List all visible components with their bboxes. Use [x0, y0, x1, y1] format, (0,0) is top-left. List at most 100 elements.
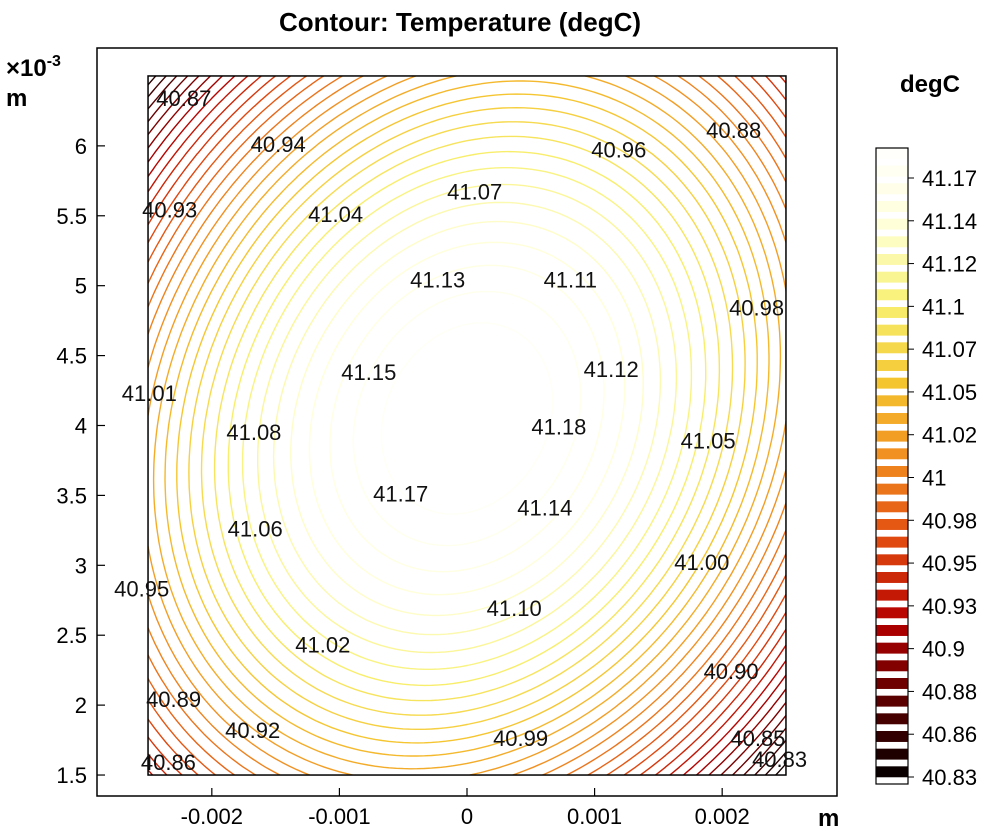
x-axis: -0.002 -0.001 0 0.001 0.002	[181, 788, 750, 829]
colorbar-tick-label: 40.98	[922, 508, 977, 533]
y-exponent-power: -3	[47, 53, 61, 70]
contour-line	[213, 135, 721, 702]
contour-line	[272, 201, 662, 636]
y-tick-label: 4	[75, 413, 87, 438]
colorbar-band	[876, 607, 908, 619]
colorbar-band	[876, 289, 908, 301]
contour-label: 41.14	[517, 496, 572, 521]
colorbar-band	[876, 731, 908, 742]
contour-label: 41.08	[226, 420, 281, 445]
colorbar-tick-label: 41.02	[922, 423, 977, 448]
domain-background	[148, 75, 786, 776]
colorbar-band	[876, 324, 908, 336]
contour-label: 40.85	[730, 726, 785, 751]
contour-label: 40.94	[251, 132, 306, 157]
contour-label: 40.87	[156, 86, 211, 111]
contour-label: 40.92	[225, 718, 280, 743]
contour-line	[164, 80, 770, 757]
contour-label: 41.01	[122, 381, 177, 406]
colorbar-band	[876, 448, 908, 460]
contour-label: 41.06	[228, 517, 283, 542]
contour-line	[200, 121, 734, 716]
colorbar-frame	[875, 147, 909, 785]
contour-label: 40.98	[729, 296, 784, 321]
colorbar-band	[876, 307, 908, 318]
contour-label: 41.15	[341, 360, 396, 385]
contour-line	[148, 75, 786, 776]
colorbar-band	[876, 660, 908, 672]
y-tick-label: 6	[75, 134, 87, 159]
y-tick-label: 2.5	[56, 623, 87, 648]
contour-label: 40.83	[752, 747, 807, 772]
colorbar-band	[876, 430, 908, 442]
x-tick-label: -0.002	[181, 804, 243, 829]
contour-line	[148, 75, 786, 776]
y-tick-label: 5	[75, 274, 87, 299]
colorbar-tick-label: 40.88	[922, 679, 977, 704]
y-tick-label: 4.5	[56, 344, 87, 369]
contour-line	[152, 75, 782, 770]
colorbar-band	[876, 642, 908, 654]
contour-line	[148, 75, 786, 776]
contour-label: 41.05	[681, 428, 736, 453]
colorbar-tick-label: 40.86	[922, 722, 977, 747]
colorbar-band	[876, 201, 908, 212]
colorbar-tick-label: 40.9	[922, 637, 965, 662]
colorbar-band	[876, 271, 908, 283]
colorbar-ticks: 41.17 41.14 41.12 41.1 41.07 41.05 41.02 41 40.9…	[908, 166, 977, 790]
y-axis-exponent: ×10-3	[6, 53, 61, 82]
colorbar-band	[876, 342, 908, 354]
y-tick-label: 1.5	[56, 763, 87, 788]
colorbar-band	[876, 236, 908, 248]
colorbar-band	[876, 413, 908, 424]
plot-title: Contour: Temperature (degC)	[279, 7, 641, 37]
contour-line	[329, 264, 605, 573]
contour-label: 40.96	[591, 138, 646, 163]
contour-label: 40.99	[493, 726, 548, 751]
contour-line	[380, 322, 554, 515]
colorbar-tick-label: 40.95	[922, 551, 977, 576]
contour-label: 41.07	[447, 180, 502, 205]
plot-area: 40.87 40.94 41.04 41.07 40.96 40.88 40.93 41.13…	[114, 75, 807, 776]
contour-line	[148, 75, 786, 776]
contour-label: 40.88	[706, 118, 761, 143]
contour-line	[148, 75, 786, 776]
contour-label: 41.17	[373, 482, 428, 507]
y-tick-label: 3	[75, 553, 87, 578]
contour-line	[148, 75, 786, 776]
contour-label: 41.11	[544, 268, 597, 293]
contour-label: 41.04	[308, 202, 363, 227]
contour-label: 40.90	[704, 659, 759, 684]
y-tick-label: 3.5	[56, 483, 87, 508]
colorbar-tick-label: 41.1	[922, 294, 965, 319]
colorbar-tick-label: 40.93	[922, 594, 977, 619]
colorbar-band	[876, 148, 908, 159]
colorbar-band	[876, 713, 908, 725]
colorbar-band	[876, 589, 908, 601]
contour-line	[148, 75, 786, 776]
y-tick-label: 2	[75, 693, 87, 718]
colorbar-band	[876, 483, 908, 495]
colorbar-tick-label: 41	[922, 466, 946, 491]
contour-lines	[148, 75, 786, 776]
colorbar-band	[876, 254, 908, 265]
contour-line	[308, 241, 626, 596]
colorbar-tick-label: 41.14	[922, 209, 977, 234]
contour-line	[148, 75, 786, 776]
colorbar-tick-label: 41.05	[922, 380, 977, 405]
y-axis-unit: m	[6, 85, 27, 112]
contour-label: 40.93	[142, 198, 197, 223]
contour-label: 40.95	[114, 577, 169, 602]
contour-line	[148, 75, 786, 776]
x-tick-label: 0	[461, 804, 473, 829]
contour-label: 40.89	[146, 687, 201, 712]
colorbar-band	[876, 218, 908, 230]
contour-line	[419, 365, 515, 472]
colorbar-band	[876, 501, 908, 513]
y-axis: 1.5 2 2.5 3 3.5 4 4.5 5 5.5 6	[56, 134, 105, 788]
colorbar-band	[876, 554, 908, 566]
colorbar-title: degC	[900, 71, 960, 98]
contour-label: 41.10	[487, 596, 542, 621]
x-tick-label: -0.001	[308, 804, 370, 829]
